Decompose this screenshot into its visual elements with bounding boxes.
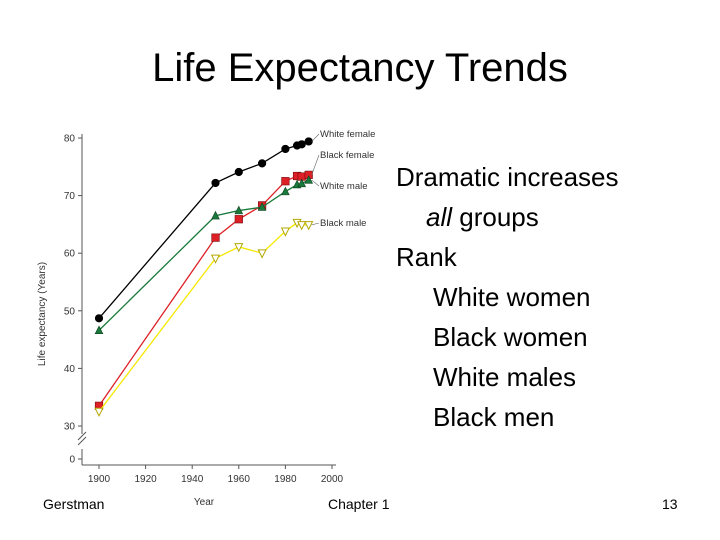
data-point xyxy=(257,202,267,211)
series-white-male xyxy=(94,175,313,334)
data-point xyxy=(281,186,290,196)
rank-item-3: White males xyxy=(433,362,577,392)
series-white-female xyxy=(94,137,313,323)
x-tick-label: 2000 xyxy=(321,474,344,485)
data-point xyxy=(211,178,220,188)
rank-item-1: White women xyxy=(433,282,591,312)
data-point xyxy=(234,243,244,253)
x-tick-label: 1900 xyxy=(88,474,111,485)
y-axis-break-mark xyxy=(77,436,87,446)
data-point xyxy=(281,144,290,154)
chart-series xyxy=(94,137,314,418)
series-line xyxy=(98,221,309,412)
data-point xyxy=(297,178,306,188)
x-tick-label: 1940 xyxy=(181,474,204,485)
data-point xyxy=(280,227,291,237)
data-point xyxy=(234,205,244,215)
data-point xyxy=(304,137,313,146)
label-leader xyxy=(311,133,320,142)
series-label: White female xyxy=(320,129,375,140)
bullet-list: Dramatic increases all groups Rank White… xyxy=(396,157,619,437)
data-point xyxy=(210,254,221,264)
x-axis-label: Year xyxy=(194,497,215,508)
y-axis-label: Life expectancy (Years) xyxy=(37,262,48,366)
label-leader xyxy=(311,154,320,175)
series-line xyxy=(98,140,309,319)
chart-series-labels: White female Black female White male Black … xyxy=(311,129,375,229)
x-tick-label: 1960 xyxy=(228,474,251,485)
y-tick-label: 70 xyxy=(64,191,76,202)
bullet-rank: Rank xyxy=(396,242,457,272)
y-tick-label: 40 xyxy=(64,364,76,375)
footer-author: Gerstman xyxy=(43,496,105,512)
rank-item-4: Black men xyxy=(433,402,555,432)
data-point xyxy=(304,221,314,231)
footer-chapter: Chapter 1 xyxy=(328,496,390,512)
series-label: White male xyxy=(320,181,368,192)
data-point xyxy=(297,221,307,231)
rank-item-2: Black women xyxy=(433,322,588,352)
emphasis-all: all xyxy=(426,202,453,232)
slide-title: Life Expectancy Trends xyxy=(152,46,568,90)
data-point xyxy=(94,325,104,334)
data-point xyxy=(258,159,267,168)
data-point xyxy=(94,314,104,323)
life-expectancy-chart: 0 30 40 50 60 70 80 1900 1920 1940 1960 1980 2000 Wh… xyxy=(37,129,375,508)
y-tick-label: 50 xyxy=(64,306,76,317)
chart-axes: 0 30 40 50 60 70 80 1900 1920 1940 1960 1980 2000 xyxy=(64,134,344,486)
series-label: Black female xyxy=(320,150,374,161)
data-point xyxy=(234,215,243,224)
y-tick-label: 60 xyxy=(64,249,76,260)
data-point xyxy=(304,175,313,184)
data-point xyxy=(297,140,306,149)
data-point xyxy=(234,167,243,177)
x-tick-label: 1920 xyxy=(134,474,157,485)
data-point xyxy=(257,249,267,259)
bullet-dramatic-increases: Dramatic increases xyxy=(396,162,619,192)
label-leader xyxy=(311,222,320,226)
data-point xyxy=(211,233,220,242)
data-point xyxy=(94,407,104,418)
bullet-all-groups: all groups xyxy=(426,202,539,232)
data-point xyxy=(281,177,290,186)
data-point xyxy=(211,210,220,220)
label-leader xyxy=(311,179,320,187)
y-tick-label: 30 xyxy=(64,422,76,433)
x-tick-label: 1980 xyxy=(274,474,297,485)
y-tick-label: 80 xyxy=(64,134,76,145)
series-label: Black male xyxy=(320,218,366,229)
series-black-male xyxy=(94,218,314,418)
y-tick-label: 0 xyxy=(69,455,75,466)
y-axis-break-mark xyxy=(77,431,87,441)
footer-slide-number: 13 xyxy=(662,496,678,512)
